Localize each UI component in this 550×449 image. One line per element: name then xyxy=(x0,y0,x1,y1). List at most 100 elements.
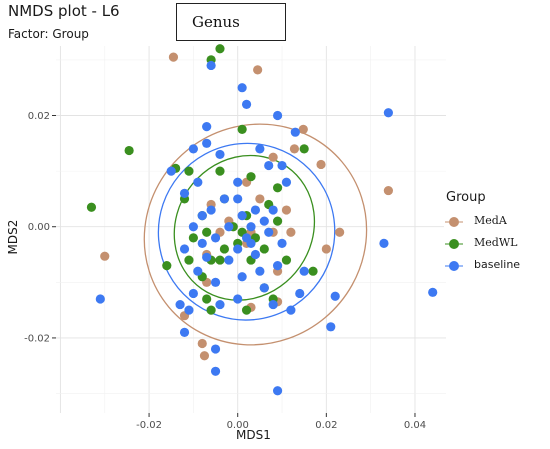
point-baseline xyxy=(241,99,252,109)
point-meda xyxy=(286,227,296,237)
point-meda xyxy=(197,338,207,349)
y-tick-label: -0.02 xyxy=(24,333,50,344)
point-meda xyxy=(383,185,393,196)
point-baseline xyxy=(326,322,336,332)
y-axis-label: MDS2 xyxy=(6,219,20,255)
point-baseline xyxy=(166,166,176,176)
ellipse-baseline xyxy=(157,142,336,321)
point-baseline xyxy=(255,266,265,276)
point-baseline xyxy=(184,305,194,315)
point-baseline xyxy=(233,194,243,204)
point-medwl xyxy=(184,166,194,176)
point-baseline xyxy=(272,386,283,396)
ellipse-meda xyxy=(143,123,368,346)
x-tick-label: 0.00 xyxy=(227,420,249,431)
point-medwl xyxy=(281,255,292,265)
point-baseline xyxy=(219,194,230,204)
point-baseline xyxy=(330,291,340,301)
point-baseline xyxy=(188,144,198,154)
point-medwl xyxy=(272,183,283,193)
point-baseline xyxy=(188,222,198,232)
point-baseline xyxy=(428,287,438,297)
point-baseline xyxy=(175,299,185,310)
point-baseline xyxy=(215,149,225,160)
point-baseline xyxy=(250,249,261,260)
point-medwl xyxy=(259,244,269,254)
point-baseline xyxy=(95,294,105,304)
point-baseline xyxy=(264,160,274,171)
point-baseline xyxy=(295,288,305,299)
legend-label-baseline: baseline xyxy=(474,258,521,271)
point-baseline xyxy=(259,283,269,293)
point-baseline xyxy=(193,177,203,187)
point-baseline xyxy=(197,210,207,221)
point-baseline xyxy=(268,299,278,310)
point-medwl xyxy=(308,266,318,276)
legend-key-baseline xyxy=(444,256,464,276)
point-baseline xyxy=(210,233,221,243)
point-medwl xyxy=(241,305,252,315)
point-baseline xyxy=(250,205,261,215)
point-baseline xyxy=(233,244,243,254)
axis-layer: -0.02 0.00 0.02 0.04 0.02 0.00 -0.02 xyxy=(24,111,426,431)
ellipse-layer xyxy=(143,123,368,346)
point-meda xyxy=(321,244,331,254)
point-meda xyxy=(316,159,326,170)
point-meda xyxy=(268,152,278,162)
grid-layer xyxy=(56,46,446,413)
y-tick-label: 0.00 xyxy=(28,222,50,233)
y-tick-label: 0.02 xyxy=(28,111,50,122)
point-medwl xyxy=(124,145,134,156)
point-medwl xyxy=(272,216,283,226)
point-baseline xyxy=(224,255,234,265)
ellipse-medwl xyxy=(173,154,316,301)
chart-title: NMDS plot - L6 xyxy=(8,2,120,20)
point-baseline xyxy=(237,272,247,282)
point-baseline xyxy=(179,188,190,198)
point-medwl xyxy=(219,244,230,254)
point-baseline xyxy=(272,261,283,271)
point-baseline xyxy=(210,277,221,287)
x-axis-label: MDS1 xyxy=(236,428,271,442)
point-baseline xyxy=(299,266,309,276)
point-baseline xyxy=(233,177,243,187)
legend-label-medwl: MedWL xyxy=(474,236,518,249)
point-meda xyxy=(335,227,345,237)
point-baseline xyxy=(255,144,265,154)
point-meda xyxy=(168,52,179,62)
point-baseline xyxy=(206,60,216,71)
point-meda xyxy=(255,194,265,204)
point-baseline xyxy=(237,83,247,93)
point-medwl xyxy=(184,255,194,265)
point-medwl xyxy=(162,261,172,271)
point-baseline xyxy=(268,205,278,215)
point-baseline xyxy=(197,238,207,249)
point-baseline xyxy=(202,122,212,132)
point-baseline xyxy=(246,238,256,249)
point-baseline xyxy=(259,216,269,226)
point-baseline xyxy=(210,344,221,354)
point-baseline xyxy=(179,327,190,337)
point-baseline xyxy=(277,160,287,171)
point-meda xyxy=(281,205,292,215)
point-medwl xyxy=(202,227,212,237)
point-baseline xyxy=(281,177,292,187)
point-baseline xyxy=(215,299,225,310)
point-medwl xyxy=(202,294,212,304)
point-baseline xyxy=(272,110,283,121)
point-meda xyxy=(298,124,308,135)
point-baseline xyxy=(206,205,216,215)
point-medwl xyxy=(246,172,256,182)
point-baseline xyxy=(379,238,389,249)
point-baseline xyxy=(264,227,274,237)
point-medwl xyxy=(215,255,225,265)
genus-label-box: Genus xyxy=(176,3,286,41)
x-tick-label: 0.04 xyxy=(404,420,426,431)
point-medwl xyxy=(188,233,198,243)
legend-title: Group xyxy=(446,190,486,205)
point-baseline xyxy=(202,138,212,148)
point-baseline xyxy=(286,305,296,315)
point-medwl xyxy=(86,202,97,212)
point-medwl xyxy=(299,144,309,154)
point-baseline xyxy=(202,252,212,262)
